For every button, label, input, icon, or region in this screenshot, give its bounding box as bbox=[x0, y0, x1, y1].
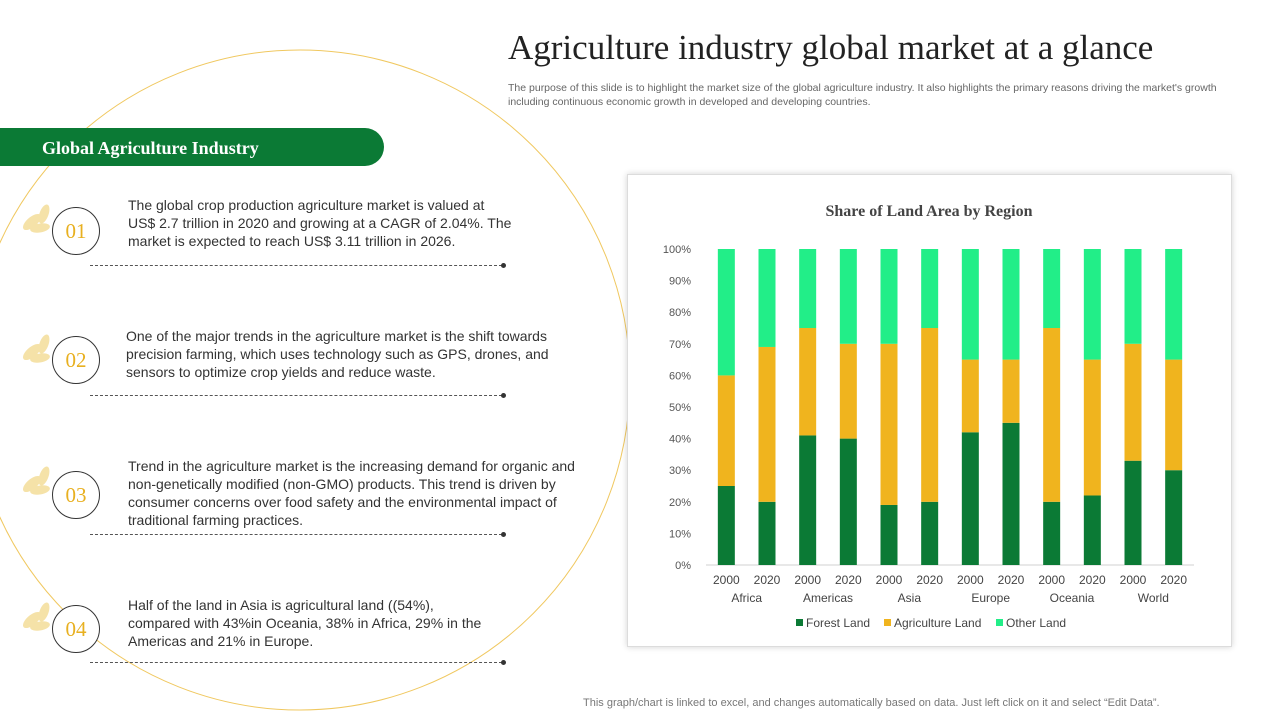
x-tick-label: 2000 bbox=[1120, 573, 1147, 587]
item-text: The global crop production agriculture m… bbox=[128, 197, 512, 249]
y-tick-label: 10% bbox=[669, 528, 691, 540]
bar-agriculture-land bbox=[921, 328, 939, 502]
bar-other-land bbox=[1124, 249, 1142, 344]
bar-agriculture-land bbox=[1124, 343, 1142, 461]
bar-forest-land bbox=[1165, 470, 1183, 565]
page-subtitle: The purpose of this slide is to highligh… bbox=[508, 82, 1217, 108]
x-tick-label: 2020 bbox=[754, 573, 781, 587]
x-group-label: Africa bbox=[731, 591, 762, 605]
x-tick-label: 2000 bbox=[794, 573, 821, 587]
item-text: Trend in the agriculture market is the i… bbox=[128, 458, 575, 528]
bar-forest-land bbox=[921, 501, 939, 565]
item-text: Half of the land in Asia is agricultural… bbox=[128, 597, 482, 649]
bar-agriculture-land bbox=[839, 343, 857, 439]
x-tick-label: 2020 bbox=[998, 573, 1025, 587]
bar-other-land bbox=[717, 249, 735, 376]
item-number: 02 bbox=[52, 336, 100, 384]
x-group-label: World bbox=[1138, 591, 1169, 605]
wheat-leaf-icon bbox=[22, 466, 50, 495]
dashed-divider bbox=[90, 659, 506, 665]
wheat-leaf-icon bbox=[22, 602, 50, 631]
bar-agriculture-land bbox=[1043, 328, 1061, 502]
bar-other-land bbox=[839, 249, 857, 344]
bar-forest-land bbox=[1124, 460, 1142, 565]
y-tick-label: 20% bbox=[669, 497, 691, 509]
bar-agriculture-land bbox=[717, 375, 735, 486]
stacked-bar-chart: Share of Land Area by Region 0% 10% 20% 30% 4… bbox=[663, 203, 1194, 630]
x-group-label: Americas bbox=[803, 591, 853, 605]
x-tick-label: 2000 bbox=[957, 573, 984, 587]
bar-agriculture-land bbox=[1083, 359, 1101, 496]
x-tick-label: 2000 bbox=[713, 573, 740, 587]
bar-forest-land bbox=[1083, 495, 1101, 565]
chart-title: Share of Land Area by Region bbox=[826, 203, 1033, 220]
legend-swatch bbox=[796, 619, 803, 626]
bar-other-land bbox=[880, 249, 898, 344]
bar-other-land bbox=[758, 249, 776, 347]
bar-forest-land bbox=[961, 432, 979, 565]
x-group-label: Asia bbox=[898, 591, 922, 605]
y-tick-label: 30% bbox=[669, 465, 691, 477]
legend-swatch bbox=[884, 619, 891, 626]
bar-forest-land bbox=[880, 504, 898, 565]
item-text: One of the major trends in the agricultu… bbox=[126, 328, 549, 380]
chart-container[interactable]: Share of Land Area by Region 0% 10% 20% 30% 4… bbox=[627, 174, 1232, 647]
bar-forest-land bbox=[758, 501, 776, 565]
legend-label: Agriculture Land bbox=[894, 616, 981, 630]
bar-agriculture-land bbox=[1002, 359, 1020, 423]
y-tick-label: 0% bbox=[675, 560, 691, 572]
bar-forest-land bbox=[717, 486, 735, 565]
dashed-divider bbox=[90, 392, 506, 398]
bar-other-land bbox=[921, 249, 939, 328]
x-tick-label: 2020 bbox=[916, 573, 943, 587]
legend-swatch bbox=[996, 619, 1003, 626]
bar-agriculture-land bbox=[1165, 359, 1183, 471]
bar-forest-land bbox=[1002, 422, 1020, 565]
bar-agriculture-land bbox=[961, 359, 979, 433]
legend-label: Other Land bbox=[1006, 616, 1066, 630]
y-tick-label: 70% bbox=[669, 339, 691, 351]
x-tick-label: 2000 bbox=[1038, 573, 1065, 587]
bar-other-land bbox=[1002, 249, 1020, 360]
x-tick-label: 2020 bbox=[1160, 573, 1187, 587]
page-title: Agriculture industry global market at a … bbox=[508, 28, 1154, 67]
item-number: 04 bbox=[52, 605, 100, 653]
wheat-leaf-icon bbox=[22, 334, 50, 363]
y-tick-label: 60% bbox=[669, 370, 691, 382]
bar-forest-land bbox=[1043, 501, 1061, 565]
section-banner: Global Agriculture Industry bbox=[0, 128, 384, 166]
item-number: 03 bbox=[52, 471, 100, 519]
x-tick-label: 2000 bbox=[876, 573, 903, 587]
y-tick-label: 50% bbox=[669, 402, 691, 414]
section-banner-label: Global Agriculture Industry bbox=[42, 138, 259, 158]
bar-other-land bbox=[961, 249, 979, 360]
bar-other-land bbox=[799, 249, 817, 328]
y-tick-label: 100% bbox=[663, 244, 691, 256]
y-tick-label: 80% bbox=[669, 307, 691, 319]
bar-other-land bbox=[1043, 249, 1061, 328]
bar-other-land bbox=[1165, 249, 1183, 360]
y-tick-label: 40% bbox=[669, 434, 691, 446]
x-tick-label: 2020 bbox=[835, 573, 862, 587]
x-group-label: Europe bbox=[971, 591, 1010, 605]
bar-agriculture-land bbox=[758, 346, 776, 502]
x-group-label: Oceania bbox=[1050, 591, 1095, 605]
item-number: 01 bbox=[52, 207, 100, 255]
x-tick-label: 2020 bbox=[1079, 573, 1106, 587]
dashed-divider bbox=[90, 531, 506, 537]
bar-agriculture-land bbox=[880, 343, 898, 505]
dashed-divider bbox=[90, 262, 506, 268]
bar-agriculture-land bbox=[799, 328, 817, 436]
wheat-leaf-icon bbox=[22, 204, 50, 233]
footnote: This graph/chart is linked to excel, and… bbox=[583, 697, 1160, 709]
y-tick-label: 90% bbox=[669, 276, 691, 288]
legend-label: Forest Land bbox=[806, 616, 870, 630]
bar-other-land bbox=[1083, 249, 1101, 360]
bar-forest-land bbox=[799, 435, 817, 565]
bar-forest-land bbox=[839, 438, 857, 565]
